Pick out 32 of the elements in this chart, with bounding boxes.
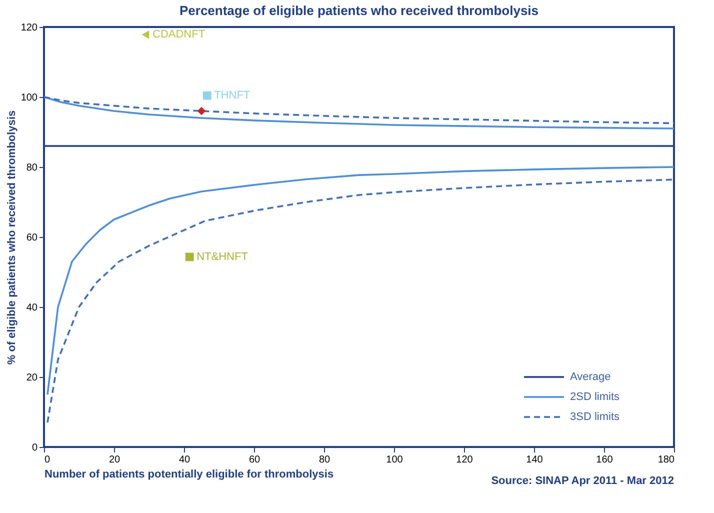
chart-title: Percentage of eligible patients who received thrombolysis <box>179 3 539 18</box>
y-tick-label: 120 <box>20 22 38 34</box>
point <box>197 106 206 116</box>
x-tick-label: 180 <box>658 454 675 466</box>
x-tick-label: 140 <box>526 454 544 466</box>
x-tick-label: 160 <box>596 454 614 466</box>
series-label: THNFT <box>214 90 250 102</box>
source-note: Source: SINAP Apr 2011 - Mar 2012 <box>491 475 674 487</box>
line-series <box>46 178 675 424</box>
point <box>185 252 194 262</box>
legend-label: 2SD limits <box>570 391 620 403</box>
x-tick-label: 40 <box>178 454 190 466</box>
x-axis-title: Number of patients potentially eligible for thrombolysis <box>44 468 334 480</box>
x-tick-label: 80 <box>318 454 330 466</box>
y-tick-label: 80 <box>26 162 38 174</box>
x-tick-label: 0 <box>44 454 50 466</box>
y-tick-label: 60 <box>26 232 38 244</box>
y-tick-label: 40 <box>26 302 38 314</box>
y-tick-label: 100 <box>20 92 38 104</box>
x-tick-label: 100 <box>386 454 404 466</box>
y-axis-title: % of eligible patients who received thrombolysis <box>6 110 18 365</box>
x-tick-label: 120 <box>456 454 474 466</box>
x-tick-label: 20 <box>108 454 120 466</box>
y-tick-label: 0 <box>32 442 38 454</box>
x-tick-label: 60 <box>248 454 260 466</box>
series-label: NT&HNFT <box>196 250 248 263</box>
y-tick-label: 20 <box>26 372 38 384</box>
legend-label: 3SD limits <box>570 411 620 423</box>
series-label: CDADNFT <box>152 28 206 41</box>
legend-label: Average <box>570 371 611 383</box>
point <box>202 91 212 100</box>
point <box>142 30 150 39</box>
